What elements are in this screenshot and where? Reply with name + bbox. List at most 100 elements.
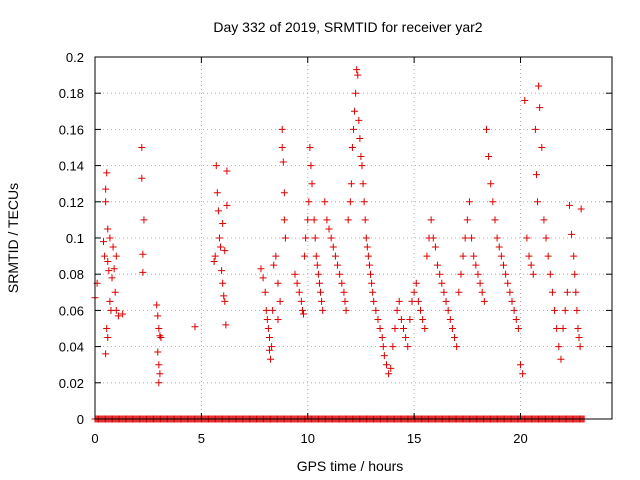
data-point <box>474 270 482 278</box>
data-point <box>110 265 118 273</box>
data-point <box>215 234 223 242</box>
data-point <box>457 270 465 278</box>
data-point <box>529 270 537 278</box>
data-point <box>482 125 490 133</box>
data-point <box>369 288 377 296</box>
data-point <box>315 279 323 287</box>
data-point <box>561 306 569 314</box>
data-point <box>154 348 162 356</box>
data-point <box>140 216 148 224</box>
data-points <box>91 66 588 423</box>
data-point <box>344 216 352 224</box>
data-point <box>378 334 386 342</box>
data-point <box>379 343 387 351</box>
data-point <box>495 243 503 251</box>
data-point <box>212 162 220 170</box>
data-point <box>382 361 390 369</box>
data-point <box>302 234 310 242</box>
data-point <box>431 243 439 251</box>
data-point <box>153 301 161 309</box>
data-point <box>542 234 550 242</box>
data-point <box>512 315 520 323</box>
data-point <box>551 306 559 314</box>
data-point <box>261 288 269 296</box>
data-point <box>278 144 286 151</box>
data-point <box>267 355 275 363</box>
data-point <box>397 315 405 323</box>
data-point <box>362 234 370 242</box>
data-point <box>534 198 542 206</box>
data-point <box>557 355 565 363</box>
data-point <box>338 279 346 287</box>
data-point <box>406 315 414 323</box>
data-point <box>568 230 576 238</box>
data-point <box>102 350 110 358</box>
y-tick-label: 0.12 <box>59 195 84 210</box>
data-point <box>155 379 163 387</box>
chart-title: Day 332 of 2019, SRMTID for receiver yar… <box>213 19 482 35</box>
data-point <box>559 325 567 332</box>
data-point <box>280 216 288 224</box>
data-point <box>321 198 329 206</box>
data-point <box>374 315 382 323</box>
data-point <box>468 234 476 242</box>
data-point <box>354 71 362 79</box>
y-tick-label: 0.2 <box>66 50 84 65</box>
data-point <box>385 370 393 378</box>
y-tick-label: 0.18 <box>59 86 84 101</box>
data-point <box>519 370 527 378</box>
data-point <box>523 234 531 242</box>
data-point <box>574 325 582 332</box>
data-point <box>105 267 113 275</box>
data-point <box>361 216 369 224</box>
data-point <box>389 343 397 351</box>
data-point <box>451 334 459 342</box>
data-point <box>461 234 469 242</box>
data-point <box>436 270 444 278</box>
data-point <box>220 292 228 300</box>
data-point <box>419 315 427 323</box>
data-point <box>455 288 463 296</box>
data-point <box>348 144 356 151</box>
data-point <box>434 261 442 269</box>
data-point <box>291 270 299 278</box>
data-point <box>368 279 376 287</box>
data-point <box>318 297 326 305</box>
data-point <box>360 198 368 206</box>
data-point <box>476 279 484 287</box>
data-point <box>104 225 112 233</box>
data-point <box>497 252 505 260</box>
data-point <box>514 325 522 332</box>
data-point <box>102 185 110 193</box>
data-point <box>222 321 230 329</box>
data-point <box>293 279 301 287</box>
data-point <box>265 334 273 342</box>
x-tick-label: 5 <box>198 431 205 446</box>
data-point <box>307 162 315 170</box>
data-point <box>538 144 546 151</box>
data-point <box>310 216 318 224</box>
data-point <box>334 261 342 269</box>
data-point <box>156 332 164 340</box>
data-point <box>214 207 222 215</box>
data-point <box>156 370 164 378</box>
data-point <box>295 288 303 296</box>
data-point <box>327 234 335 242</box>
data-point <box>548 288 556 296</box>
data-point <box>427 216 435 224</box>
data-point <box>489 198 497 206</box>
data-point <box>421 325 429 332</box>
data-point <box>487 180 495 188</box>
data-point <box>577 205 585 213</box>
data-point <box>108 274 116 282</box>
data-point <box>356 134 364 142</box>
data-point <box>119 310 127 318</box>
data-point <box>535 82 543 90</box>
data-point <box>210 258 218 266</box>
data-point <box>221 297 229 305</box>
data-point <box>527 261 535 269</box>
data-point <box>387 364 395 372</box>
data-point <box>305 198 313 206</box>
data-point <box>219 220 227 228</box>
data-point <box>314 270 322 278</box>
